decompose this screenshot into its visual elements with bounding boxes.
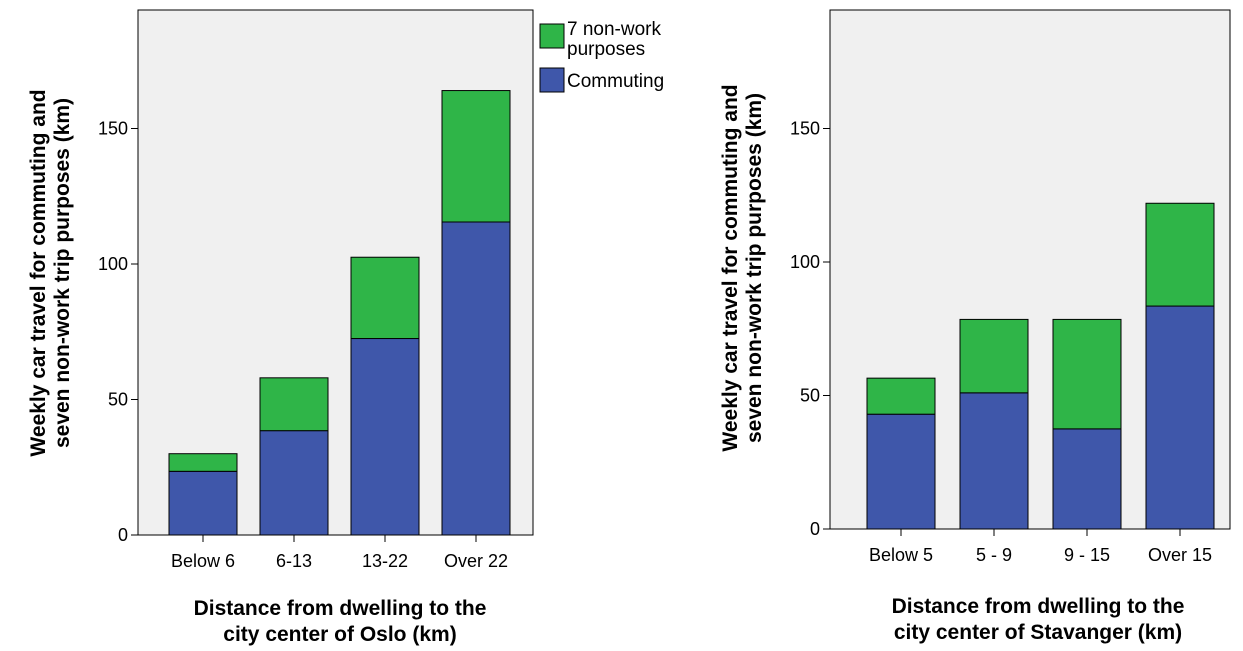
legend-label-non-work-line2: purposes: [567, 39, 645, 60]
bar-commuting-stavanger-0: [866, 413, 936, 530]
legend-label-commuting: Commuting: [567, 71, 664, 92]
x-axis-ticks-oslo: Below 6 6-13 13-22 Over 22: [171, 535, 508, 571]
bar-commuting-stavanger-2: [1052, 428, 1122, 530]
bar-commuting-stavanger-1: [959, 392, 1029, 530]
x-tick-label: Below 6: [171, 551, 235, 571]
chart-oslo: 0 50 100 150 Below 6 6-13 13-22 Over 22 Weekly…: [27, 9, 534, 646]
x-tick-label: 5 - 9: [976, 545, 1012, 565]
bars-oslo: [168, 90, 511, 536]
y-tick-label: 0: [118, 525, 128, 545]
bar-non-work-stavanger-3: [1145, 202, 1215, 307]
bar-commuting-oslo-0: [168, 470, 238, 536]
x-tick-label: 6-13: [276, 551, 312, 571]
bar-non-work-oslo-1: [259, 377, 329, 432]
y-tick-label: 50: [108, 390, 128, 410]
y-axis-ticks-stavanger: 0 50 100 150: [790, 119, 830, 539]
y-axis-label-line2-stavanger: seven non-work trip purposes (km): [743, 93, 766, 443]
x-tick-label: 13-22: [362, 551, 408, 571]
chart-stavanger: 0 50 100 150 Below 5 5 - 9 9 - 15 Over 15 Week…: [719, 9, 1231, 644]
y-tick-label: 150: [98, 119, 128, 139]
y-axis-label-line2-oslo: seven non-work trip purposes (km): [51, 98, 74, 448]
bar-non-work-stavanger-0: [866, 377, 936, 415]
bar-commuting-oslo-3: [441, 221, 511, 536]
bar-non-work-stavanger-1: [959, 318, 1029, 394]
legend-swatch-non-work: [539, 23, 565, 49]
bar-commuting-oslo-2: [350, 338, 420, 536]
x-tick-label: Below 5: [869, 545, 933, 565]
bar-non-work-stavanger-2: [1052, 318, 1122, 430]
x-tick-label: Over 15: [1148, 545, 1212, 565]
legend-swatch-commuting: [539, 67, 565, 93]
x-tick-label: Over 22: [444, 551, 508, 571]
legend-label-non-work-line1: 7 non-work: [567, 19, 661, 40]
x-axis-label-line1-oslo: Distance from dwelling to the: [194, 597, 487, 620]
y-tick-label: 150: [790, 119, 820, 139]
x-tick-label: 9 - 15: [1064, 545, 1110, 565]
y-axis-ticks-oslo: 0 50 100 150: [98, 119, 138, 545]
x-axis-ticks-stavanger: Below 5 5 - 9 9 - 15 Over 15: [869, 529, 1212, 565]
y-tick-label: 100: [98, 254, 128, 274]
x-axis-label-line2-oslo: city center of Oslo (km): [223, 623, 456, 646]
y-axis-label-line1-stavanger: Weekly car travel for commuting and: [719, 84, 742, 451]
bars-stavanger: [866, 202, 1215, 530]
y-axis-label-line1-oslo: Weekly car travel for commuting and: [27, 89, 50, 456]
bar-commuting-oslo-1: [259, 430, 329, 536]
bar-non-work-oslo-2: [350, 256, 420, 340]
bar-non-work-oslo-0: [168, 453, 238, 472]
bar-commuting-stavanger-3: [1145, 305, 1215, 530]
y-tick-label: 50: [800, 386, 820, 406]
y-tick-label: 0: [810, 519, 820, 539]
legend: 7 non-work purposes Commuting: [539, 19, 664, 93]
bar-non-work-oslo-3: [441, 90, 511, 223]
x-axis-label-line2-stavanger: city center of Stavanger (km): [894, 621, 1182, 644]
y-tick-label: 100: [790, 252, 820, 272]
x-axis-label-line1-stavanger: Distance from dwelling to the: [892, 595, 1185, 618]
